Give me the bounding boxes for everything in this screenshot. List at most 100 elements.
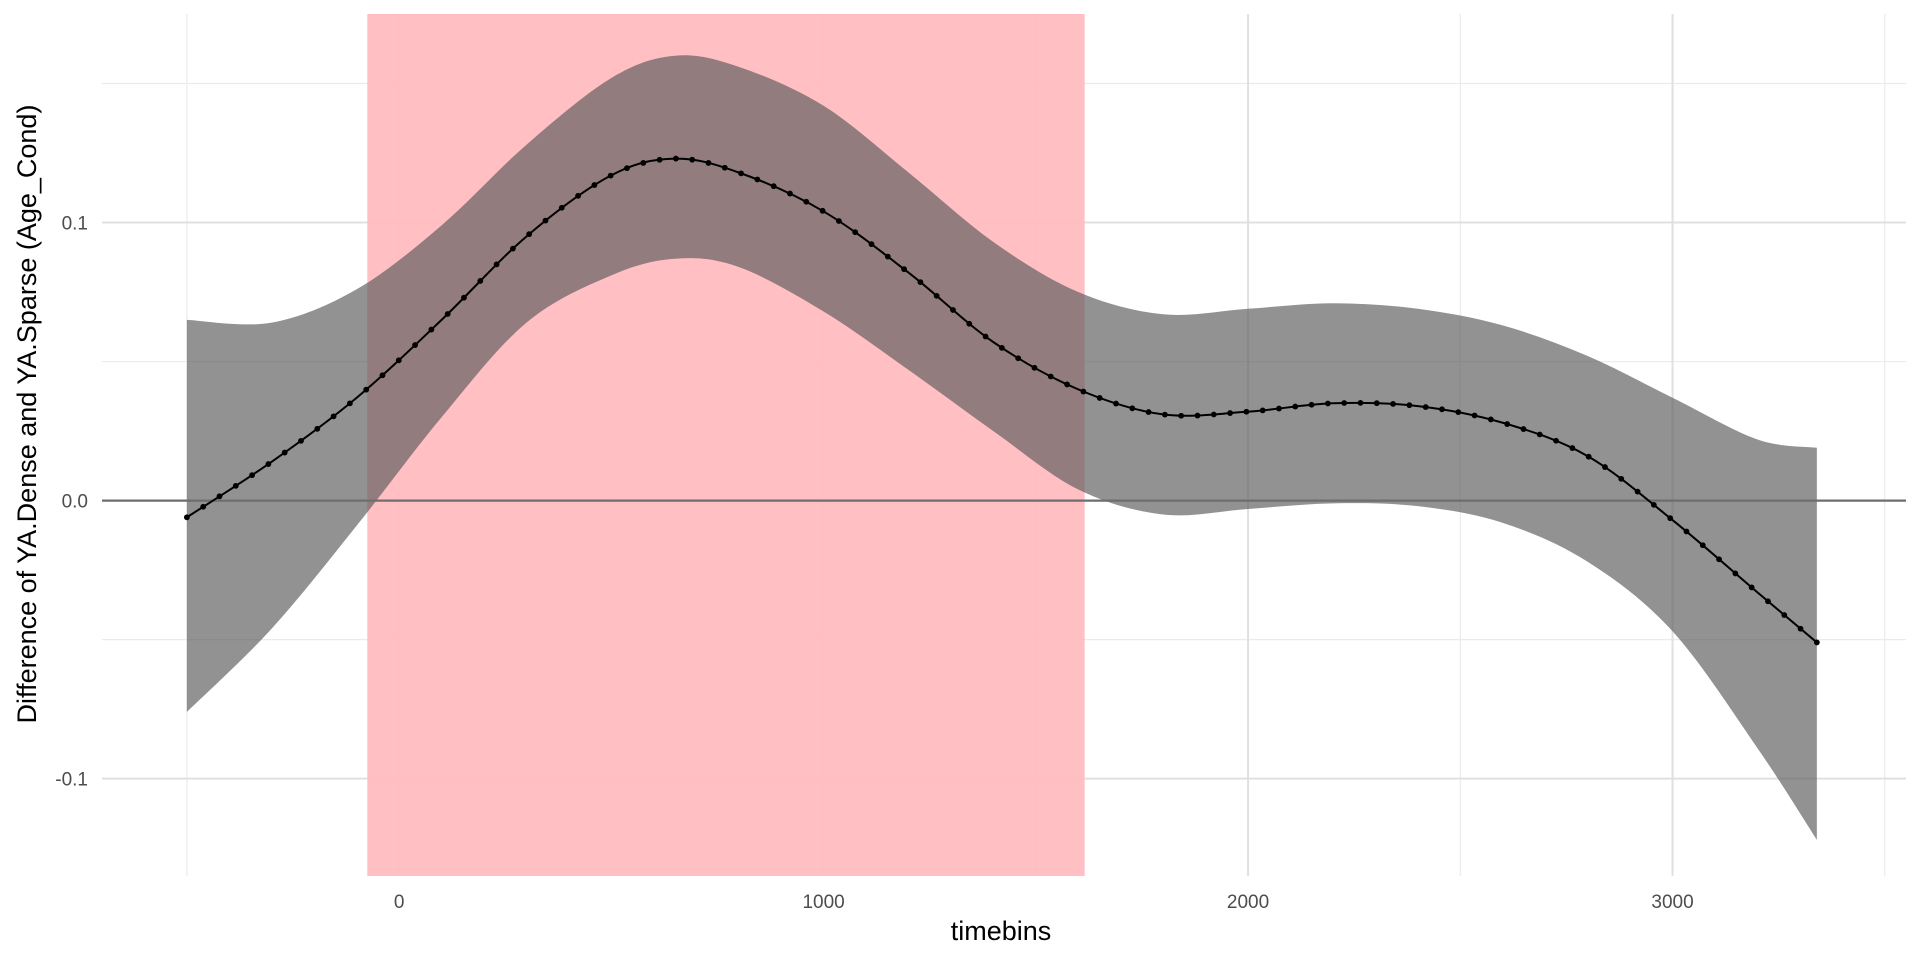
- data-point: [249, 472, 255, 479]
- data-point: [1553, 437, 1559, 444]
- data-point: [884, 253, 891, 260]
- data-point: [1439, 406, 1445, 413]
- data-point: [1781, 612, 1788, 618]
- data-point: [1031, 364, 1038, 371]
- data-point: [1602, 464, 1608, 470]
- data-point: [1373, 400, 1380, 407]
- x-tick-label: 3000: [1651, 892, 1693, 913]
- data-point: [542, 217, 549, 224]
- data-point: [1422, 404, 1429, 410]
- data-point: [1569, 445, 1576, 451]
- data-point: [428, 326, 435, 333]
- confidence-band: [186, 55, 1817, 840]
- data-point: [738, 170, 744, 177]
- data-point: [689, 156, 696, 163]
- data-point: [1618, 475, 1625, 482]
- data-point: [1161, 411, 1168, 418]
- data-point: [1406, 402, 1413, 409]
- data-point: [1243, 408, 1250, 415]
- data-point: [1145, 409, 1152, 415]
- data-point: [281, 449, 288, 456]
- fit-points: [183, 155, 1820, 646]
- data-point: [1585, 453, 1592, 460]
- data-point: [493, 261, 500, 268]
- data-point: [1667, 515, 1674, 522]
- data-point: [868, 241, 875, 248]
- data-point: [1471, 412, 1478, 419]
- data-point: [1390, 401, 1396, 407]
- data-point: [624, 165, 630, 172]
- data-point: [966, 320, 973, 327]
- data-point: [1650, 501, 1657, 508]
- data-point: [444, 311, 451, 317]
- data-point: [1210, 411, 1217, 418]
- data-point: [330, 413, 337, 420]
- x-tick-label: 2000: [1227, 892, 1269, 913]
- data-point: [232, 482, 239, 489]
- data-point: [1096, 395, 1103, 401]
- data-point: [575, 192, 581, 199]
- data-point: [1292, 403, 1299, 410]
- data-point: [1683, 528, 1690, 535]
- data-point: [1455, 409, 1462, 416]
- data-point: [1520, 426, 1527, 432]
- data-point: [461, 294, 467, 301]
- data-point: [1308, 401, 1315, 408]
- y-tick-label: 0.1: [62, 214, 88, 235]
- y-tick-label: -0.1: [55, 770, 88, 791]
- data-point: [183, 514, 190, 521]
- data-point: [1699, 542, 1706, 549]
- x-tick-label: 1000: [802, 892, 844, 913]
- data-point: [1732, 570, 1739, 577]
- data-point: [835, 218, 842, 224]
- data-point: [1748, 584, 1755, 591]
- data-point: [395, 357, 402, 364]
- data-point: [705, 160, 712, 166]
- data-point: [982, 333, 989, 340]
- data-point: [1113, 400, 1119, 407]
- data-point: [526, 231, 533, 238]
- data-point: [998, 344, 1005, 351]
- data-point: [950, 307, 956, 313]
- data-point: [1227, 410, 1233, 416]
- data-point: [314, 425, 321, 432]
- data-point: [591, 182, 598, 188]
- x-axis-title: timebins: [951, 916, 1052, 946]
- data-point: [1194, 412, 1201, 419]
- data-point: [1047, 373, 1054, 380]
- data-point: [200, 503, 207, 510]
- data-point: [1276, 405, 1282, 412]
- data-point: [819, 207, 826, 214]
- data-point: [656, 156, 663, 163]
- data-point: [1357, 399, 1364, 406]
- y-tick-label: 0.0: [62, 492, 88, 513]
- data-point: [607, 172, 614, 179]
- data-point: [412, 342, 418, 348]
- data-point: [1634, 488, 1641, 495]
- y-axis-title: Difference of YA.Dense and YA.Sparse (Ag…: [12, 105, 42, 724]
- data-point: [1504, 421, 1511, 427]
- data-point: [1487, 416, 1494, 423]
- data-point: [770, 183, 777, 190]
- data-point: [933, 292, 940, 299]
- data-point: [1324, 400, 1331, 407]
- data-point: [640, 160, 647, 166]
- data-point: [1015, 355, 1022, 362]
- data-point: [265, 461, 272, 467]
- data-point: [672, 155, 679, 162]
- x-tick-labels: 0 1000 2000 3000: [394, 892, 1694, 913]
- confidence-ribbon: [186, 55, 1817, 840]
- data-point: [787, 190, 793, 197]
- data-point: [1064, 381, 1070, 388]
- data-point: [298, 437, 304, 444]
- data-point: [917, 279, 924, 285]
- data-point: [1813, 639, 1820, 646]
- x-tick-label: 0: [394, 892, 405, 913]
- y-tick-labels: -0.1 0.0 0.1: [55, 214, 88, 791]
- data-point: [1259, 407, 1266, 414]
- data-point: [1765, 598, 1771, 605]
- data-point: [1797, 625, 1804, 632]
- data-point: [558, 204, 565, 211]
- data-point: [1536, 431, 1543, 438]
